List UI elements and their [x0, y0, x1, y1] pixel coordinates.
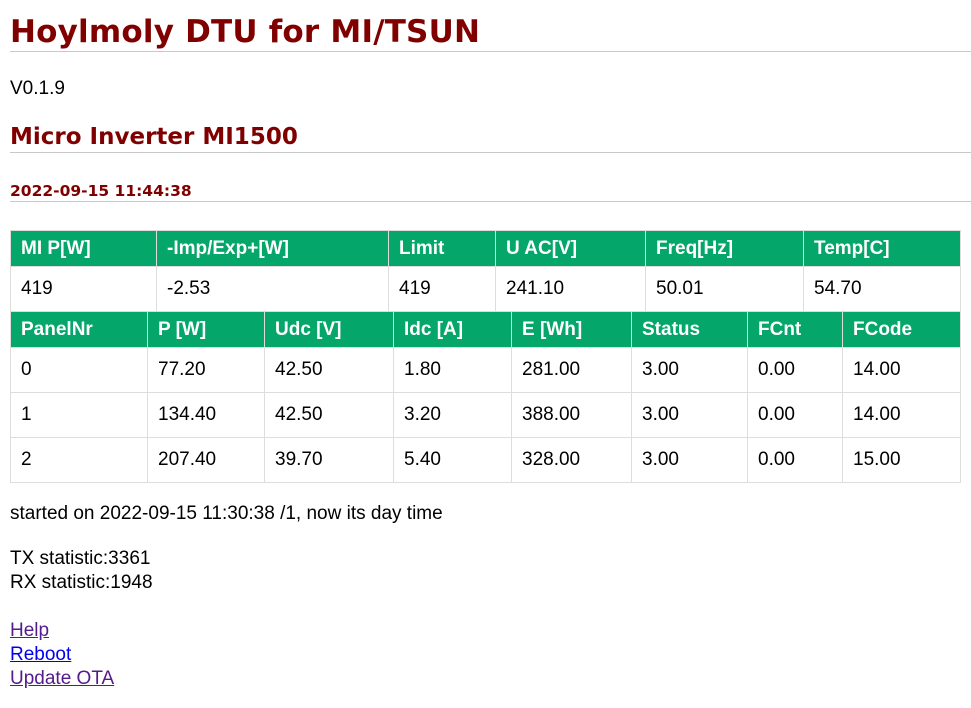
current-datetime: 2022-09-15 11:44:38	[10, 182, 192, 200]
cell-limit: 419	[388, 266, 496, 312]
col-header-mi-power: MI P[W]	[10, 230, 157, 267]
panel-header-row: PanelNr P [W] Udc [V] Idc [A] E [Wh] Sta…	[10, 311, 961, 348]
cell-freq: 50.01	[645, 266, 804, 312]
cell-energy: 281.00	[511, 347, 632, 393]
version-text: V0.1.9	[10, 78, 65, 99]
col-header-temp: Temp[C]	[803, 230, 961, 267]
cell-mi-power: 419	[10, 266, 157, 312]
cell-power: 134.40	[147, 392, 265, 438]
cell-idc: 1.80	[393, 347, 512, 393]
col-header-udc: Udc [V]	[264, 311, 394, 348]
cell-fcnt: 0.00	[747, 347, 843, 393]
cell-fcode: 14.00	[842, 392, 961, 438]
datetime-divider	[10, 201, 971, 202]
title-divider	[10, 51, 971, 52]
cell-energy: 328.00	[511, 437, 632, 483]
cell-fcode: 14.00	[842, 347, 961, 393]
cell-udc: 42.50	[264, 347, 394, 393]
table-row: 2 207.40 39.70 5.40 328.00 3.00 0.00 15.…	[10, 437, 961, 483]
col-header-status: Status	[631, 311, 748, 348]
cell-power: 77.20	[147, 347, 265, 393]
cell-fcnt: 0.00	[747, 392, 843, 438]
summary-row: 419 -2.53 419 241.10 50.01 54.70	[10, 266, 961, 312]
cell-udc: 39.70	[264, 437, 394, 483]
cell-power: 207.40	[147, 437, 265, 483]
help-link[interactable]: Help	[10, 620, 50, 641]
col-header-panel-nr: PanelNr	[10, 311, 148, 348]
summary-table: MI P[W] -Imp/Exp+[W] Limit U AC[V] Freq[…	[10, 230, 961, 312]
reboot-link[interactable]: Reboot	[10, 644, 72, 665]
col-header-power: P [W]	[147, 311, 265, 348]
cell-fcnt: 0.00	[747, 437, 843, 483]
inverter-title: Micro Inverter MI1500	[10, 124, 298, 150]
cell-u-ac: 241.10	[495, 266, 646, 312]
table-row: 1 134.40 42.50 3.20 388.00 3.00 0.00 14.…	[10, 392, 961, 438]
tx-statistic: TX statistic:3361	[10, 548, 151, 569]
col-header-idc: Idc [A]	[393, 311, 512, 348]
cell-temp: 54.70	[803, 266, 961, 312]
summary-header-row: MI P[W] -Imp/Exp+[W] Limit U AC[V] Freq[…	[10, 230, 961, 267]
started-status: started on 2022-09-15 11:30:38 /1, now i…	[10, 503, 443, 524]
col-header-freq: Freq[Hz]	[645, 230, 804, 267]
cell-fcode: 15.00	[842, 437, 961, 483]
col-header-limit: Limit	[388, 230, 496, 267]
cell-idc: 5.40	[393, 437, 512, 483]
nav-links: Help Reboot Update OTA	[10, 619, 114, 691]
cell-udc: 42.50	[264, 392, 394, 438]
col-header-u-ac: U AC[V]	[495, 230, 646, 267]
page-title: Hoylmoly DTU for MI/TSUN	[10, 14, 481, 50]
cell-status: 3.00	[631, 392, 748, 438]
col-header-fcode: FCode	[842, 311, 961, 348]
cell-panel-nr: 2	[10, 437, 148, 483]
col-header-fcnt: FCnt	[747, 311, 843, 348]
rx-statistic: RX statistic:1948	[10, 572, 153, 593]
panel-table: PanelNr P [W] Udc [V] Idc [A] E [Wh] Sta…	[10, 311, 961, 483]
radio-statistics: TX statistic:3361 RX statistic:1948	[10, 547, 153, 595]
col-header-imp-exp: -Imp/Exp+[W]	[156, 230, 389, 267]
cell-panel-nr: 0	[10, 347, 148, 393]
inverter-divider	[10, 152, 971, 153]
cell-energy: 388.00	[511, 392, 632, 438]
table-row: 0 77.20 42.50 1.80 281.00 3.00 0.00 14.0…	[10, 347, 961, 393]
cell-panel-nr: 1	[10, 392, 148, 438]
cell-status: 3.00	[631, 347, 748, 393]
cell-imp-exp: -2.53	[156, 266, 389, 312]
cell-idc: 3.20	[393, 392, 512, 438]
cell-status: 3.00	[631, 437, 748, 483]
col-header-energy: E [Wh]	[511, 311, 632, 348]
update-ota-link[interactable]: Update OTA	[10, 668, 115, 689]
